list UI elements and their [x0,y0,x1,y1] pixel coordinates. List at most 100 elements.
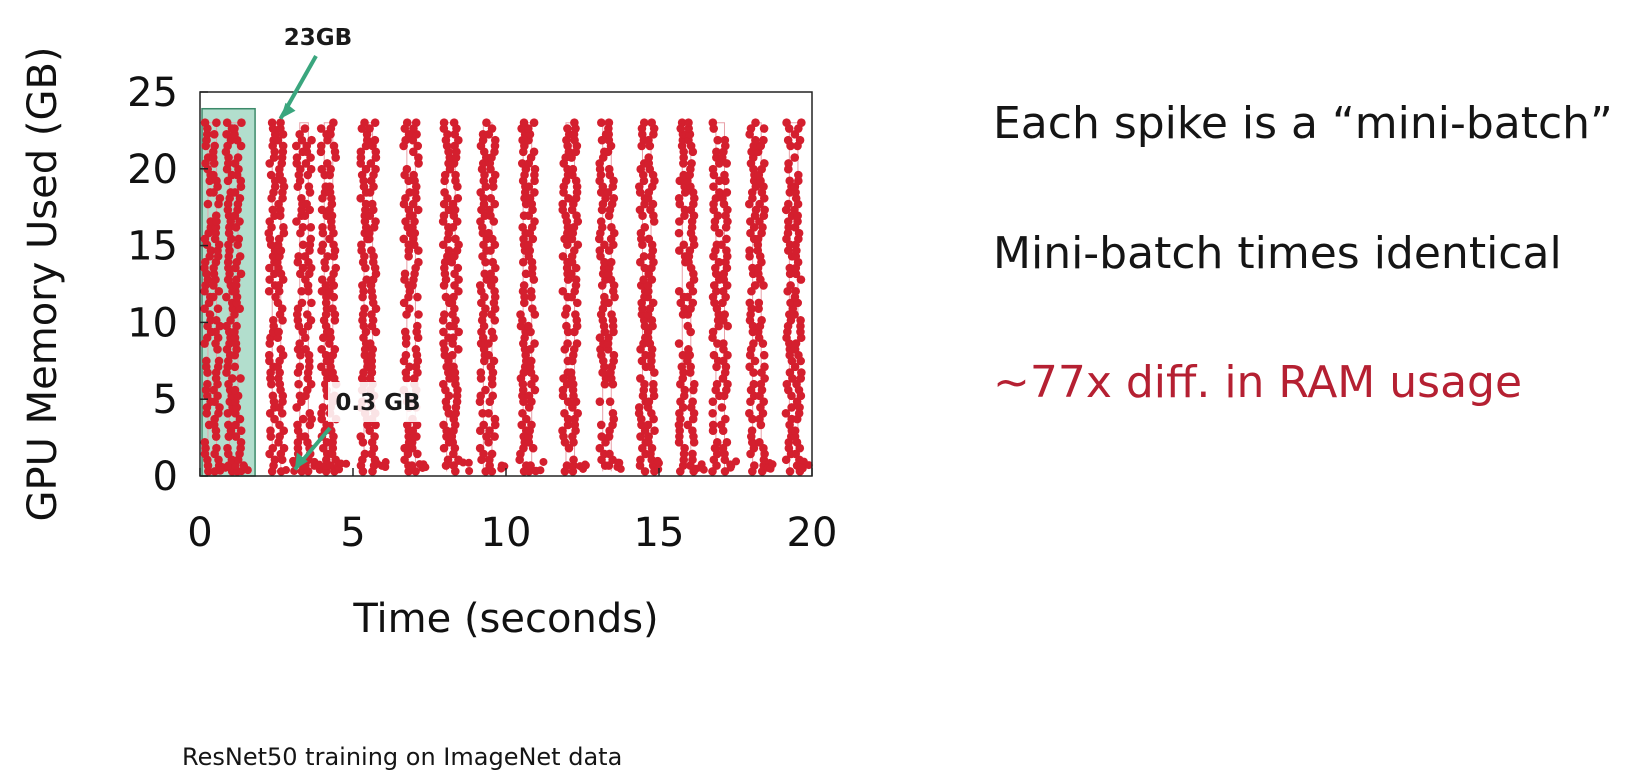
data-point [674,193,684,203]
data-point [750,461,759,470]
data-point [684,118,693,128]
data-point [595,397,605,406]
data-point [479,420,489,430]
data-point [235,414,245,424]
data-point [600,240,609,250]
data-point [677,118,687,128]
spike-14 [708,118,741,476]
data-point [751,135,760,145]
data-point [409,147,418,157]
data-point [440,170,450,180]
data-point [615,458,624,467]
data-point [212,316,221,325]
data-point [595,333,605,343]
data-point [749,339,758,348]
data-point [367,199,377,209]
data-point [371,164,380,174]
data-point [696,463,705,472]
data-point [643,420,653,430]
data-point [325,420,334,430]
data-point [785,368,795,377]
data-point [464,458,473,467]
spike-12 [634,118,663,476]
data-point [476,217,485,226]
data-point [230,362,240,372]
data-point [361,164,371,174]
arrowhead-icon [294,452,308,470]
data-point [279,223,288,232]
data-point [356,432,366,441]
spike-4 [316,118,351,476]
data-point [608,408,618,418]
data-point [679,170,689,180]
spike-8 [475,118,509,476]
data-point [487,449,497,459]
data-point [209,170,218,180]
data-point [490,135,500,145]
data-point [300,252,310,261]
data-point [563,339,572,348]
data-point [216,466,225,475]
spike-line [299,122,309,472]
data-point [634,182,644,191]
data-point [298,223,308,232]
data-point [282,466,291,475]
data-point [230,188,240,197]
data-point [222,292,231,302]
data-point [236,269,246,279]
data-point [644,153,654,162]
data-point [453,263,463,273]
data-point [485,205,494,215]
data-point [323,252,332,261]
data-point [709,350,719,360]
spike-11 [594,118,625,473]
spike-16 [781,118,813,476]
data-point [297,193,306,203]
data-point [276,345,286,354]
data-point [609,350,619,360]
data-point [231,275,241,284]
data-point [688,298,698,308]
data-point [265,275,274,284]
spike-10 [558,118,590,476]
data-point [528,304,537,313]
data-point [414,153,423,162]
data-point [488,257,498,267]
data-point [413,205,423,215]
spike-15 [745,118,777,476]
data-point [298,240,308,250]
data-point [268,391,278,401]
data-point [720,310,730,319]
data-point [362,275,371,284]
data-point [708,420,718,430]
data-point [747,426,757,436]
data-point [293,420,302,430]
data-point [210,141,219,151]
data-point [414,257,423,267]
data-point [409,170,418,180]
data-point [708,408,717,418]
data-point [484,408,493,418]
data-point [292,141,301,151]
arrowhead-icon [280,102,296,119]
data-point [490,414,500,424]
data-point [558,286,568,296]
y-tick-label: 0 [153,454,178,500]
data-point [451,234,460,244]
data-point [200,257,210,267]
data-point [568,164,578,174]
spike-9 [515,118,548,476]
data-point [298,414,308,424]
data-point [634,403,644,412]
data-point [305,408,315,418]
data-point [377,461,386,470]
data-point [644,397,654,406]
data-point [791,286,801,296]
y-tick-label: 5 [153,377,178,423]
data-point [604,164,614,174]
data-point [712,147,721,157]
data-point [222,118,232,128]
data-point [265,217,275,226]
data-point [791,339,801,348]
data-point [318,240,328,250]
